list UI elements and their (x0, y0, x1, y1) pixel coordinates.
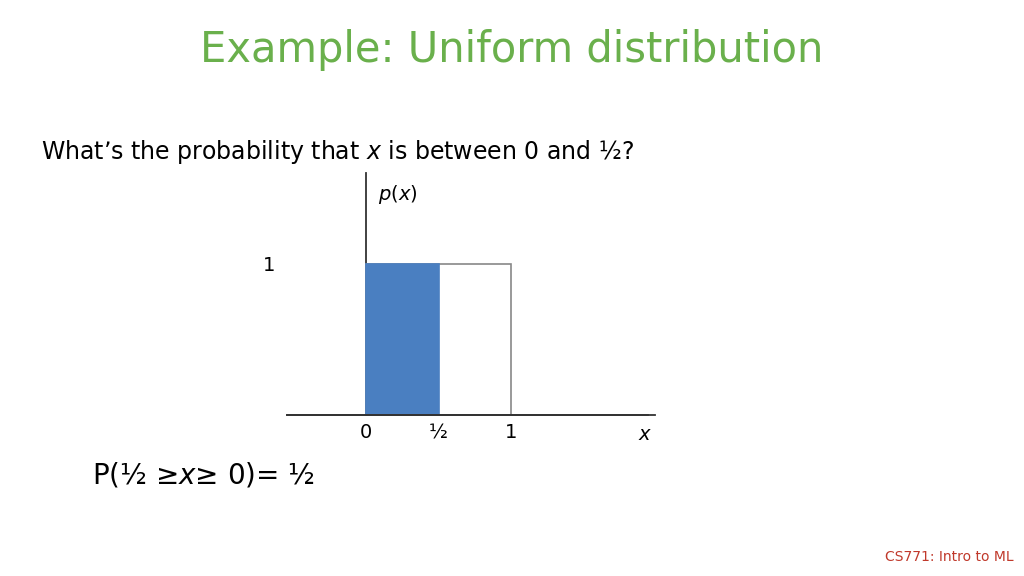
Text: Example: Uniform distribution: Example: Uniform distribution (201, 29, 823, 71)
Text: CS771: Intro to ML: CS771: Intro to ML (885, 551, 1014, 564)
Text: What’s the probability that $x$ is between 0 and ½?: What’s the probability that $x$ is betwe… (41, 138, 634, 166)
Text: $x$: $x$ (638, 425, 652, 444)
Text: P(½ ≥$x$≥ 0)= ½: P(½ ≥$x$≥ 0)= ½ (92, 461, 314, 490)
Text: $p(x)$: $p(x)$ (378, 183, 418, 206)
Bar (367, 264, 511, 415)
Bar (367, 264, 438, 415)
